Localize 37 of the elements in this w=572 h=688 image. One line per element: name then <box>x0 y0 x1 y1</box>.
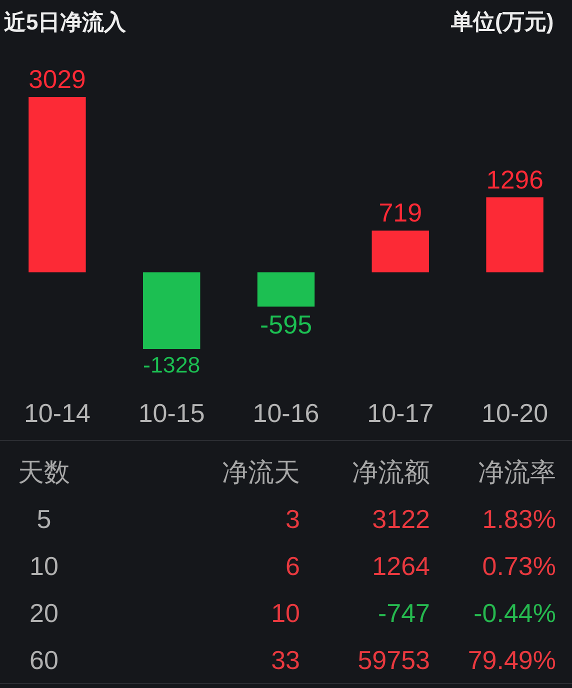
text: 59753 <box>358 645 430 676</box>
text: 1264 <box>372 551 430 582</box>
text: 天数 <box>18 457 70 488</box>
text: 6 <box>286 551 300 582</box>
x-tick-label: 10-16 <box>252 398 320 428</box>
chart-title: 近5日净流入 <box>3 10 128 35</box>
text: 1.83% <box>482 504 556 534</box>
data-label: -595 <box>260 310 312 340</box>
x-tick-label: 10-14 <box>24 398 90 428</box>
category-label: 60 <box>30 645 58 676</box>
bar <box>28 97 86 272</box>
data-label: 719 <box>378 198 422 228</box>
data-label: 1296 <box>486 166 544 194</box>
category-label: 20 <box>30 598 58 628</box>
category-label: 净流率 <box>478 457 556 488</box>
bar <box>257 272 315 307</box>
x-tick-label: 10-17 <box>367 398 434 428</box>
text: 3 <box>286 504 300 534</box>
text: 79.49% <box>468 645 556 676</box>
text: -747 <box>378 598 430 628</box>
bar <box>143 272 200 349</box>
text: -0.44% <box>474 598 556 628</box>
bar <box>372 230 429 272</box>
text: 10 <box>271 598 300 628</box>
category-label: 10 <box>30 551 58 582</box>
category-label: 净流额 <box>352 457 430 488</box>
category-label: 净流天 <box>222 457 300 488</box>
text: 0.73% <box>482 551 556 582</box>
chart-subtitle: 单位(万元) <box>450 9 554 34</box>
data-label: -1328 <box>143 352 200 378</box>
text: 3122 <box>372 504 430 534</box>
category-label: 5 <box>36 504 52 534</box>
bar <box>486 197 544 272</box>
text: 33 <box>271 645 300 676</box>
data-label: 3029 <box>28 66 86 94</box>
x-tick-label: 10-15 <box>138 398 205 428</box>
x-tick-label: 10-20 <box>482 398 548 428</box>
